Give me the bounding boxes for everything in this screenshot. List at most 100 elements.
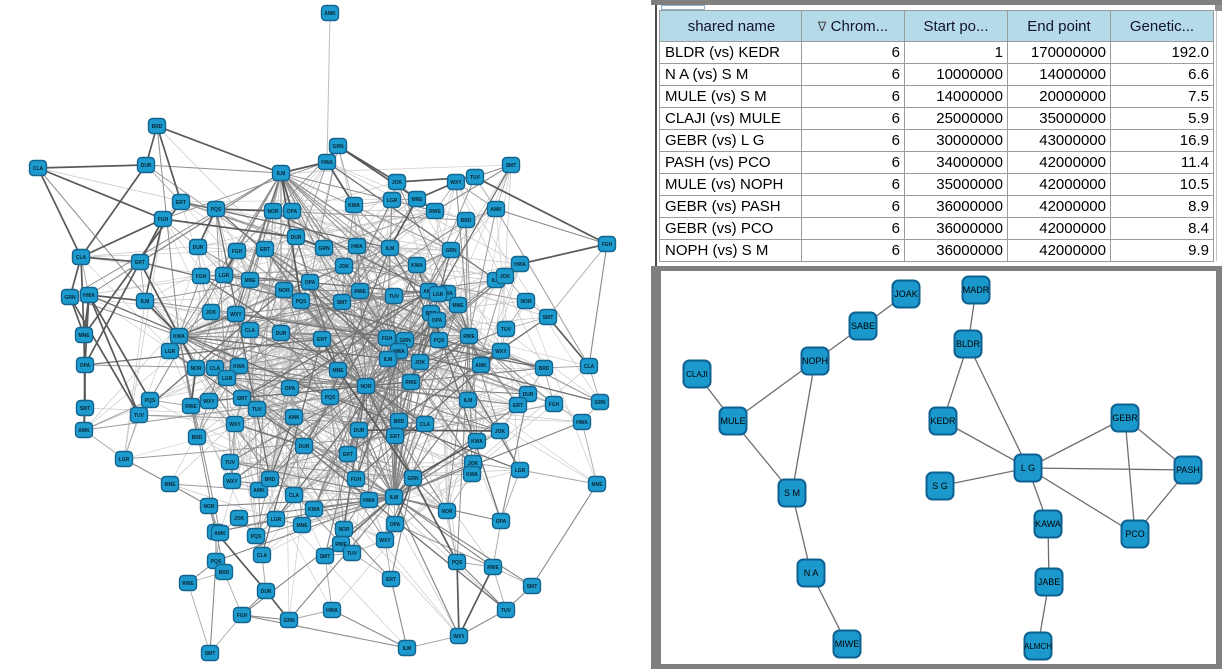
svg-text:ILM: ILM [141, 299, 150, 305]
svg-text:PQS: PQS [452, 560, 463, 566]
svg-text:GRN: GRN [318, 246, 330, 252]
svg-text:HWA: HWA [321, 160, 333, 166]
svg-text:WXY: WXY [450, 180, 462, 186]
svg-text:ERT: ERT [135, 260, 145, 266]
svg-text:NOR: NOR [360, 384, 372, 390]
svg-text:MNE: MNE [591, 482, 603, 488]
svg-text:GRN: GRN [64, 295, 76, 301]
svg-text:AMK: AMK [324, 11, 336, 17]
svg-text:WXY: WXY [230, 312, 242, 318]
svg-text:ERT: ERT [260, 247, 270, 253]
svg-text:ERT: ERT [390, 434, 400, 440]
svg-text:HWA: HWA [514, 262, 526, 268]
svg-text:LGR: LGR [222, 376, 233, 382]
svg-text:PQS: PQS [251, 534, 262, 540]
svg-text:LGR: LGR [219, 273, 230, 279]
svg-text:KEDR: KEDR [930, 416, 956, 426]
svg-text:CLA: CLA [76, 255, 87, 261]
svg-text:GRN: GRN [594, 400, 606, 406]
svg-text:LGR: LGR [271, 517, 282, 523]
svg-text:TUV: TUV [252, 407, 263, 413]
svg-text:OPA: OPA [496, 519, 507, 525]
svg-text:CLA: CLA [245, 328, 256, 334]
svg-text:MNE: MNE [78, 333, 90, 339]
svg-text:DUR: DUR [276, 331, 287, 337]
svg-text:PASH: PASH [1176, 465, 1200, 475]
svg-text:SMT: SMT [320, 554, 331, 560]
svg-text:ALMCH: ALMCH [1024, 642, 1052, 651]
svg-text:RWE: RWE [182, 581, 194, 587]
svg-text:ERT: ERT [513, 403, 523, 409]
svg-text:JOK: JOK [415, 360, 426, 366]
svg-text:FGH: FGH [602, 242, 613, 248]
svg-text:NOR: NOR [338, 527, 350, 533]
svg-text:ERT: ERT [176, 200, 186, 206]
svg-text:DUR: DUR [291, 235, 302, 241]
svg-text:BRD: BRD [539, 366, 550, 372]
svg-text:GRN: GRN [399, 338, 411, 344]
svg-text:GEBR: GEBR [1112, 413, 1138, 423]
svg-text:BRD: BRD [265, 477, 276, 483]
svg-text:KWA: KWA [471, 439, 483, 445]
svg-text:FGH: FGH [196, 274, 207, 280]
svg-text:NOR: NOR [267, 209, 279, 215]
svg-text:WXY: WXY [453, 634, 465, 640]
svg-text:MNE: MNE [244, 278, 256, 284]
svg-text:BRD: BRD [192, 435, 203, 441]
svg-text:ERT: ERT [343, 452, 353, 458]
svg-text:TUV: TUV [501, 327, 512, 333]
svg-text:LGR: LGR [165, 349, 176, 355]
svg-text:SMT: SMT [205, 651, 216, 657]
svg-text:JOK: JOK [500, 274, 511, 280]
svg-text:AMK: AMK [78, 428, 90, 434]
svg-text:JOK: JOK [206, 310, 217, 316]
svg-text:NOR: NOR [520, 299, 532, 305]
svg-text:LGR: LGR [515, 468, 526, 474]
svg-text:AMK: AMK [214, 531, 226, 537]
svg-text:GRN: GRN [283, 618, 295, 624]
svg-text:ILM: ILM [384, 357, 393, 363]
svg-text:TUV: TUV [225, 460, 236, 466]
svg-text:PQS: PQS [145, 398, 156, 404]
svg-text:JOK: JOK [234, 516, 245, 522]
svg-text:JOK: JOK [468, 461, 479, 467]
svg-text:RWE: RWE [354, 289, 366, 295]
svg-text:DUR: DUR [141, 163, 152, 169]
svg-text:CLA: CLA [584, 364, 595, 370]
svg-text:JOK: JOK [339, 264, 350, 270]
svg-text:KWA: KWA [173, 334, 185, 340]
svg-text:PQS: PQS [211, 559, 222, 565]
svg-text:HWA: HWA [351, 244, 363, 250]
svg-text:TUV: TUV [470, 175, 481, 181]
svg-text:DUR: DUR [523, 392, 534, 398]
svg-text:HWA: HWA [326, 608, 338, 614]
svg-text:N A: N A [804, 568, 819, 578]
svg-text:OPA: OPA [80, 363, 91, 369]
svg-text:GRN: GRN [407, 476, 419, 482]
svg-text:SMT: SMT [337, 300, 348, 306]
svg-text:DUR: DUR [261, 589, 272, 595]
svg-text:BRD: BRD [394, 419, 405, 425]
svg-text:ILM: ILM [390, 495, 399, 501]
svg-text:KWA: KWA [308, 507, 320, 513]
svg-text:GRN: GRN [445, 248, 457, 254]
svg-text:WXY: WXY [203, 399, 215, 405]
svg-text:TUV: TUV [389, 294, 400, 300]
svg-text:SMT: SMT [237, 396, 248, 402]
svg-text:LGR: LGR [387, 198, 398, 204]
svg-text:NOR: NOR [441, 509, 453, 515]
svg-text:OPA: OPA [287, 209, 298, 215]
svg-text:OPA: OPA [432, 318, 443, 324]
svg-text:CLA: CLA [289, 493, 300, 499]
svg-text:ERT: ERT [386, 577, 396, 583]
svg-text:HWA: HWA [83, 293, 95, 299]
svg-text:ILM: ILM [277, 171, 286, 177]
svg-text:BRD: BRD [219, 570, 230, 576]
svg-text:DUR: DUR [193, 245, 204, 251]
svg-text:SMT: SMT [527, 584, 538, 590]
svg-text:LGR: LGR [433, 292, 444, 298]
svg-text:JABE: JABE [1038, 577, 1061, 587]
svg-text:CLA: CLA [33, 166, 44, 172]
svg-text:BLDR: BLDR [956, 339, 981, 349]
svg-text:HWA: HWA [576, 420, 588, 426]
